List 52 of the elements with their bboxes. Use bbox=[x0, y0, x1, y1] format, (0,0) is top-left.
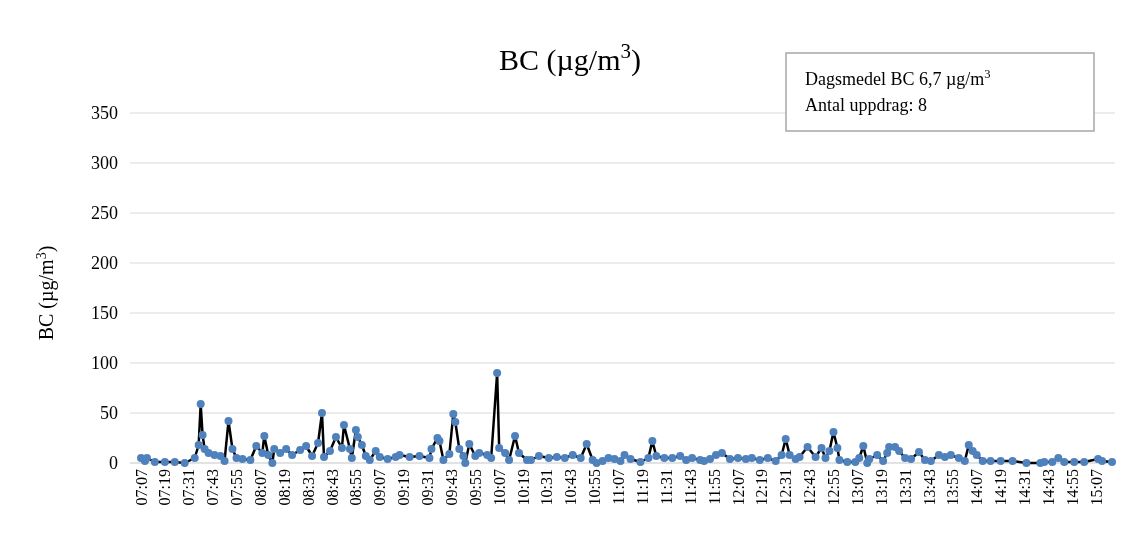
x-tick-label: 07:19 bbox=[156, 469, 174, 506]
y-tick-label: 50 bbox=[100, 403, 118, 424]
x-tick-label: 11:43 bbox=[681, 469, 699, 505]
x-tick-label: 15:07 bbox=[1087, 469, 1105, 506]
x-tick-label: 14:31 bbox=[1016, 469, 1034, 506]
y-tick-label: 300 bbox=[91, 153, 118, 174]
y-tick-label: 200 bbox=[91, 253, 118, 274]
x-tick-label: 10:55 bbox=[586, 469, 604, 506]
x-tick-label: 10:31 bbox=[538, 469, 556, 506]
x-tick-label: 08:07 bbox=[251, 469, 269, 506]
x-tick-label: 08:31 bbox=[299, 469, 317, 506]
x-tick-label: 11:07 bbox=[610, 469, 628, 505]
x-tick-label: 14:19 bbox=[992, 469, 1010, 506]
x-tick-label: 12:31 bbox=[777, 469, 795, 506]
x-tick-label: 07:55 bbox=[228, 469, 246, 506]
x-tick-label: 13:19 bbox=[872, 469, 890, 506]
text: Dagsmedel BC 6,7 µg/m$^{3}$ bbox=[805, 67, 991, 89]
x-tick-label: 10:43 bbox=[562, 469, 580, 506]
x-tick-label: 13:31 bbox=[896, 469, 914, 506]
x-tick-label: 07:43 bbox=[204, 469, 222, 506]
x-tick-label: 13:55 bbox=[944, 469, 962, 506]
x-tick-label: 08:43 bbox=[323, 469, 341, 506]
annotation: Antal uppdrag: 8 bbox=[805, 95, 927, 115]
x-tick-label: 10:19 bbox=[514, 469, 532, 506]
y-tick-label: 0 bbox=[109, 453, 118, 474]
x-tick-label: 07:07 bbox=[132, 469, 150, 506]
x-tick-label: 08:55 bbox=[347, 469, 365, 506]
y-tick-label: 100 bbox=[91, 353, 118, 374]
x-tick-label: 09:07 bbox=[371, 469, 389, 506]
x-tick-label: 11:31 bbox=[657, 469, 675, 505]
x-tick-label: 12:19 bbox=[753, 469, 771, 506]
x-tick-label: 14:55 bbox=[1063, 469, 1081, 506]
y-tick-label: 250 bbox=[91, 203, 118, 224]
x-tick-label: 07:31 bbox=[180, 469, 198, 506]
y-tick-label: 350 bbox=[91, 103, 118, 124]
x-tick-label: 09:19 bbox=[395, 469, 413, 506]
x-tick-label: 09:55 bbox=[466, 469, 484, 506]
x-tick-label: 13:43 bbox=[920, 469, 938, 506]
x-tick-label: 12:07 bbox=[729, 469, 747, 506]
x-tick-label: 11:55 bbox=[705, 469, 723, 505]
x-tick-label: 14:07 bbox=[968, 469, 986, 506]
x-tick-label: 08:19 bbox=[275, 469, 293, 506]
x-tick-label: 12:55 bbox=[825, 469, 843, 506]
x-tick-label: 09:43 bbox=[442, 469, 460, 506]
x-tick-label: 11:19 bbox=[634, 469, 651, 505]
x-tick-label: 12:43 bbox=[801, 469, 819, 506]
x-tick-label: 14:43 bbox=[1039, 469, 1057, 506]
x-tick-label: 09:31 bbox=[419, 469, 437, 506]
x-tick-label: 10:07 bbox=[490, 469, 508, 506]
chart-title: BC (µg/m$^{3}$) bbox=[499, 39, 641, 77]
x-tick-label: 13:07 bbox=[848, 469, 866, 506]
y-tick-label: 150 bbox=[91, 303, 118, 324]
